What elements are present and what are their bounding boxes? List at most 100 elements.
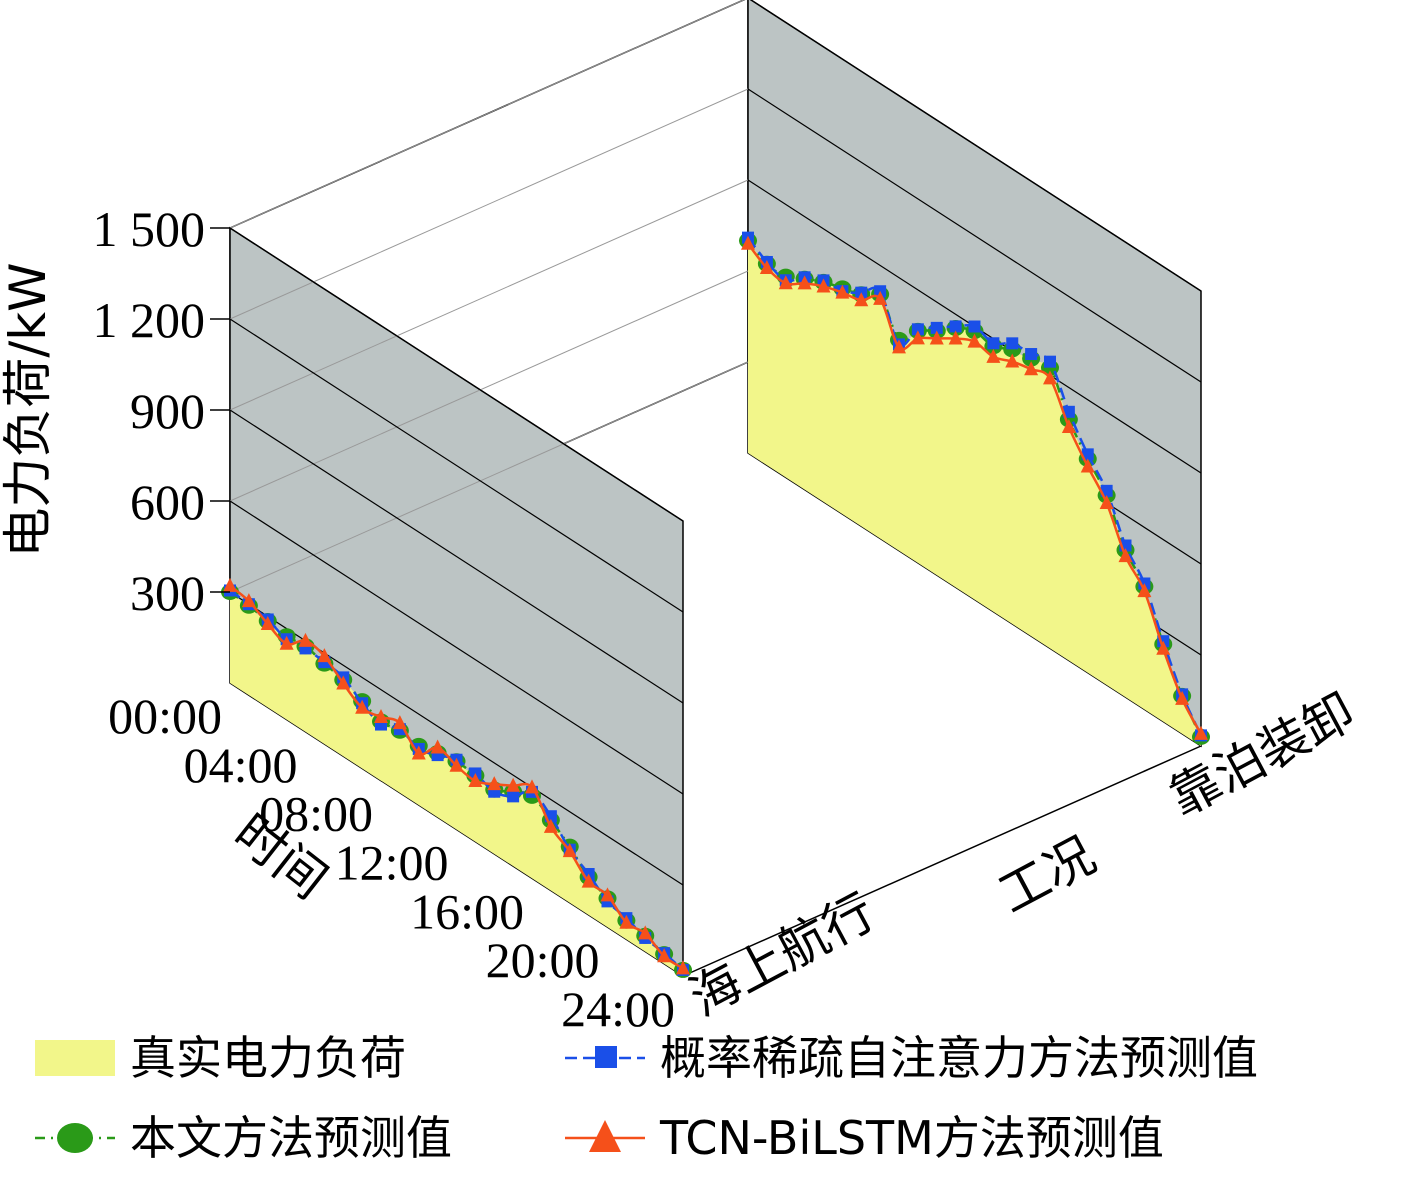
tcn_bilstm-point (336, 675, 351, 690)
sparse_attention-point (949, 320, 962, 333)
tcn_bilstm-point (506, 777, 521, 792)
sparse_attention-point (1062, 405, 1075, 418)
tcn_bilstm-point (778, 275, 793, 290)
tcn_bilstm-point (657, 948, 672, 963)
legend-label: 本文方法预测值 (130, 1111, 452, 1165)
legend-label: 真实电力负荷 (130, 1031, 406, 1085)
tcn_bilstm-point (986, 348, 1001, 363)
tcn_bilstm-point (676, 960, 690, 975)
tcn_bilstm-point (873, 290, 888, 305)
side-gridline (229, 318, 684, 613)
tcn_bilstm-point (374, 708, 388, 723)
tcn_bilstm-point (759, 260, 774, 275)
tcn_bilstm-point (1175, 690, 1190, 705)
tcn_bilstm-point (1156, 640, 1171, 655)
tcn_bilstm-point (1194, 725, 1208, 740)
y-tick-label: 1 200 (93, 292, 206, 348)
tcn_bilstm-point (525, 779, 539, 794)
tcn_bilstm-point (1043, 370, 1057, 385)
tcn_bilstm-point (638, 925, 653, 940)
plane-berth (739, 231, 1210, 746)
y-tick-label: 900 (130, 383, 205, 439)
tcn_bilstm-point (1061, 418, 1076, 433)
tcn_bilstm-point (279, 635, 294, 650)
tcn_bilstm-point (929, 330, 944, 345)
tcn_bilstm-point (1118, 548, 1133, 563)
tcn_bilstm-point (241, 593, 256, 608)
tcn_bilstm-point (581, 873, 596, 888)
side-gridline (229, 409, 684, 704)
y-tick-label: 300 (130, 565, 205, 621)
tcn_bilstm-point (1137, 583, 1152, 598)
legend-item: 真实电力负荷 (35, 1031, 406, 1085)
sparse_attention-point (1006, 337, 1019, 350)
tcn_bilstm-point (1024, 361, 1039, 376)
tcn_bilstm-point (298, 632, 313, 647)
tcn_bilstm-point (260, 616, 275, 630)
legend-item: 概率稀疏自注意力方法预测值 (565, 1031, 1258, 1085)
tcn_bilstm-point (468, 773, 483, 788)
tcn_bilstm-point (1099, 494, 1114, 509)
tcn_bilstm-point (430, 739, 445, 754)
tcn_bilstm-point (355, 699, 370, 714)
legend-item: TCN-BiLSTM方法预测值 (565, 1111, 1164, 1165)
legend-swatch-marker (595, 1046, 617, 1068)
side-gridline (229, 500, 684, 795)
tcn_bilstm-point (487, 776, 502, 791)
sparse_attention-point (987, 337, 1000, 350)
x-tick-label: 08:00 (259, 786, 373, 842)
x-tick-label: 24:00 (561, 981, 675, 1037)
tcn_bilstm-point (543, 818, 558, 833)
y-tick-label: 1 500 (93, 201, 206, 257)
legend-swatch-marker (589, 1120, 621, 1152)
tcn_bilstm-point (741, 235, 755, 250)
tcn_bilstm-point (967, 333, 982, 348)
tcn_bilstm-point (910, 330, 925, 345)
x-tick-label: 04:00 (184, 737, 298, 793)
plane-sea (221, 577, 692, 978)
sparse_attention-point (1044, 355, 1056, 368)
z-category-label: 海上航行 (680, 882, 884, 1027)
tcn_bilstm-point (562, 843, 577, 858)
legend-label: 概率稀疏自注意力方法预测值 (660, 1031, 1258, 1085)
tcn_bilstm-point (223, 577, 237, 592)
tcn_bilstm-point (948, 330, 963, 345)
back-gridline (229, 0, 745, 229)
x-tick-label: 00:00 (108, 688, 222, 744)
tcn_bilstm-point (892, 339, 906, 354)
chart-series-layer (221, 231, 1210, 978)
sparse_attention-point (930, 321, 943, 334)
tcn_bilstm-point (1005, 353, 1020, 368)
tcn_bilstm-point (797, 275, 812, 290)
tcn_bilstm-point (816, 278, 831, 293)
tcn_bilstm-point (854, 292, 869, 307)
x-tick-label: 20:00 (486, 932, 600, 988)
side-gridline (749, 0, 1202, 292)
back-gridline (229, 179, 749, 411)
back-gridline (229, 270, 749, 502)
sparse_attention-point (1025, 348, 1038, 361)
side-gridline (229, 227, 684, 522)
floor-front-edge (682, 745, 1202, 977)
actual-load-area (748, 240, 1201, 746)
legend-swatch-marker (57, 1123, 93, 1153)
tcn_bilstm-point (411, 745, 426, 760)
legend-swatch (35, 1040, 115, 1076)
legend-label: TCN-BiLSTM方法预测值 (659, 1111, 1164, 1165)
sparse_attention-point (911, 323, 924, 336)
y-tick-label: 600 (130, 474, 205, 530)
sparse_attention-point (968, 320, 981, 333)
tcn_bilstm-point (835, 284, 850, 299)
tcn_bilstm-point (1080, 458, 1095, 473)
x-tick-label: 16:00 (410, 883, 524, 939)
tcn_bilstm-point (317, 648, 332, 663)
sparse_attention-point (507, 790, 520, 803)
sparse_attention-point (1081, 448, 1094, 461)
back-gridline (229, 88, 749, 320)
x-tick-label: 12:00 (335, 835, 449, 891)
tcn_bilstm-point (619, 914, 634, 929)
legend-item: 本文方法预测值 (35, 1111, 452, 1165)
back-gridline (229, 361, 749, 593)
